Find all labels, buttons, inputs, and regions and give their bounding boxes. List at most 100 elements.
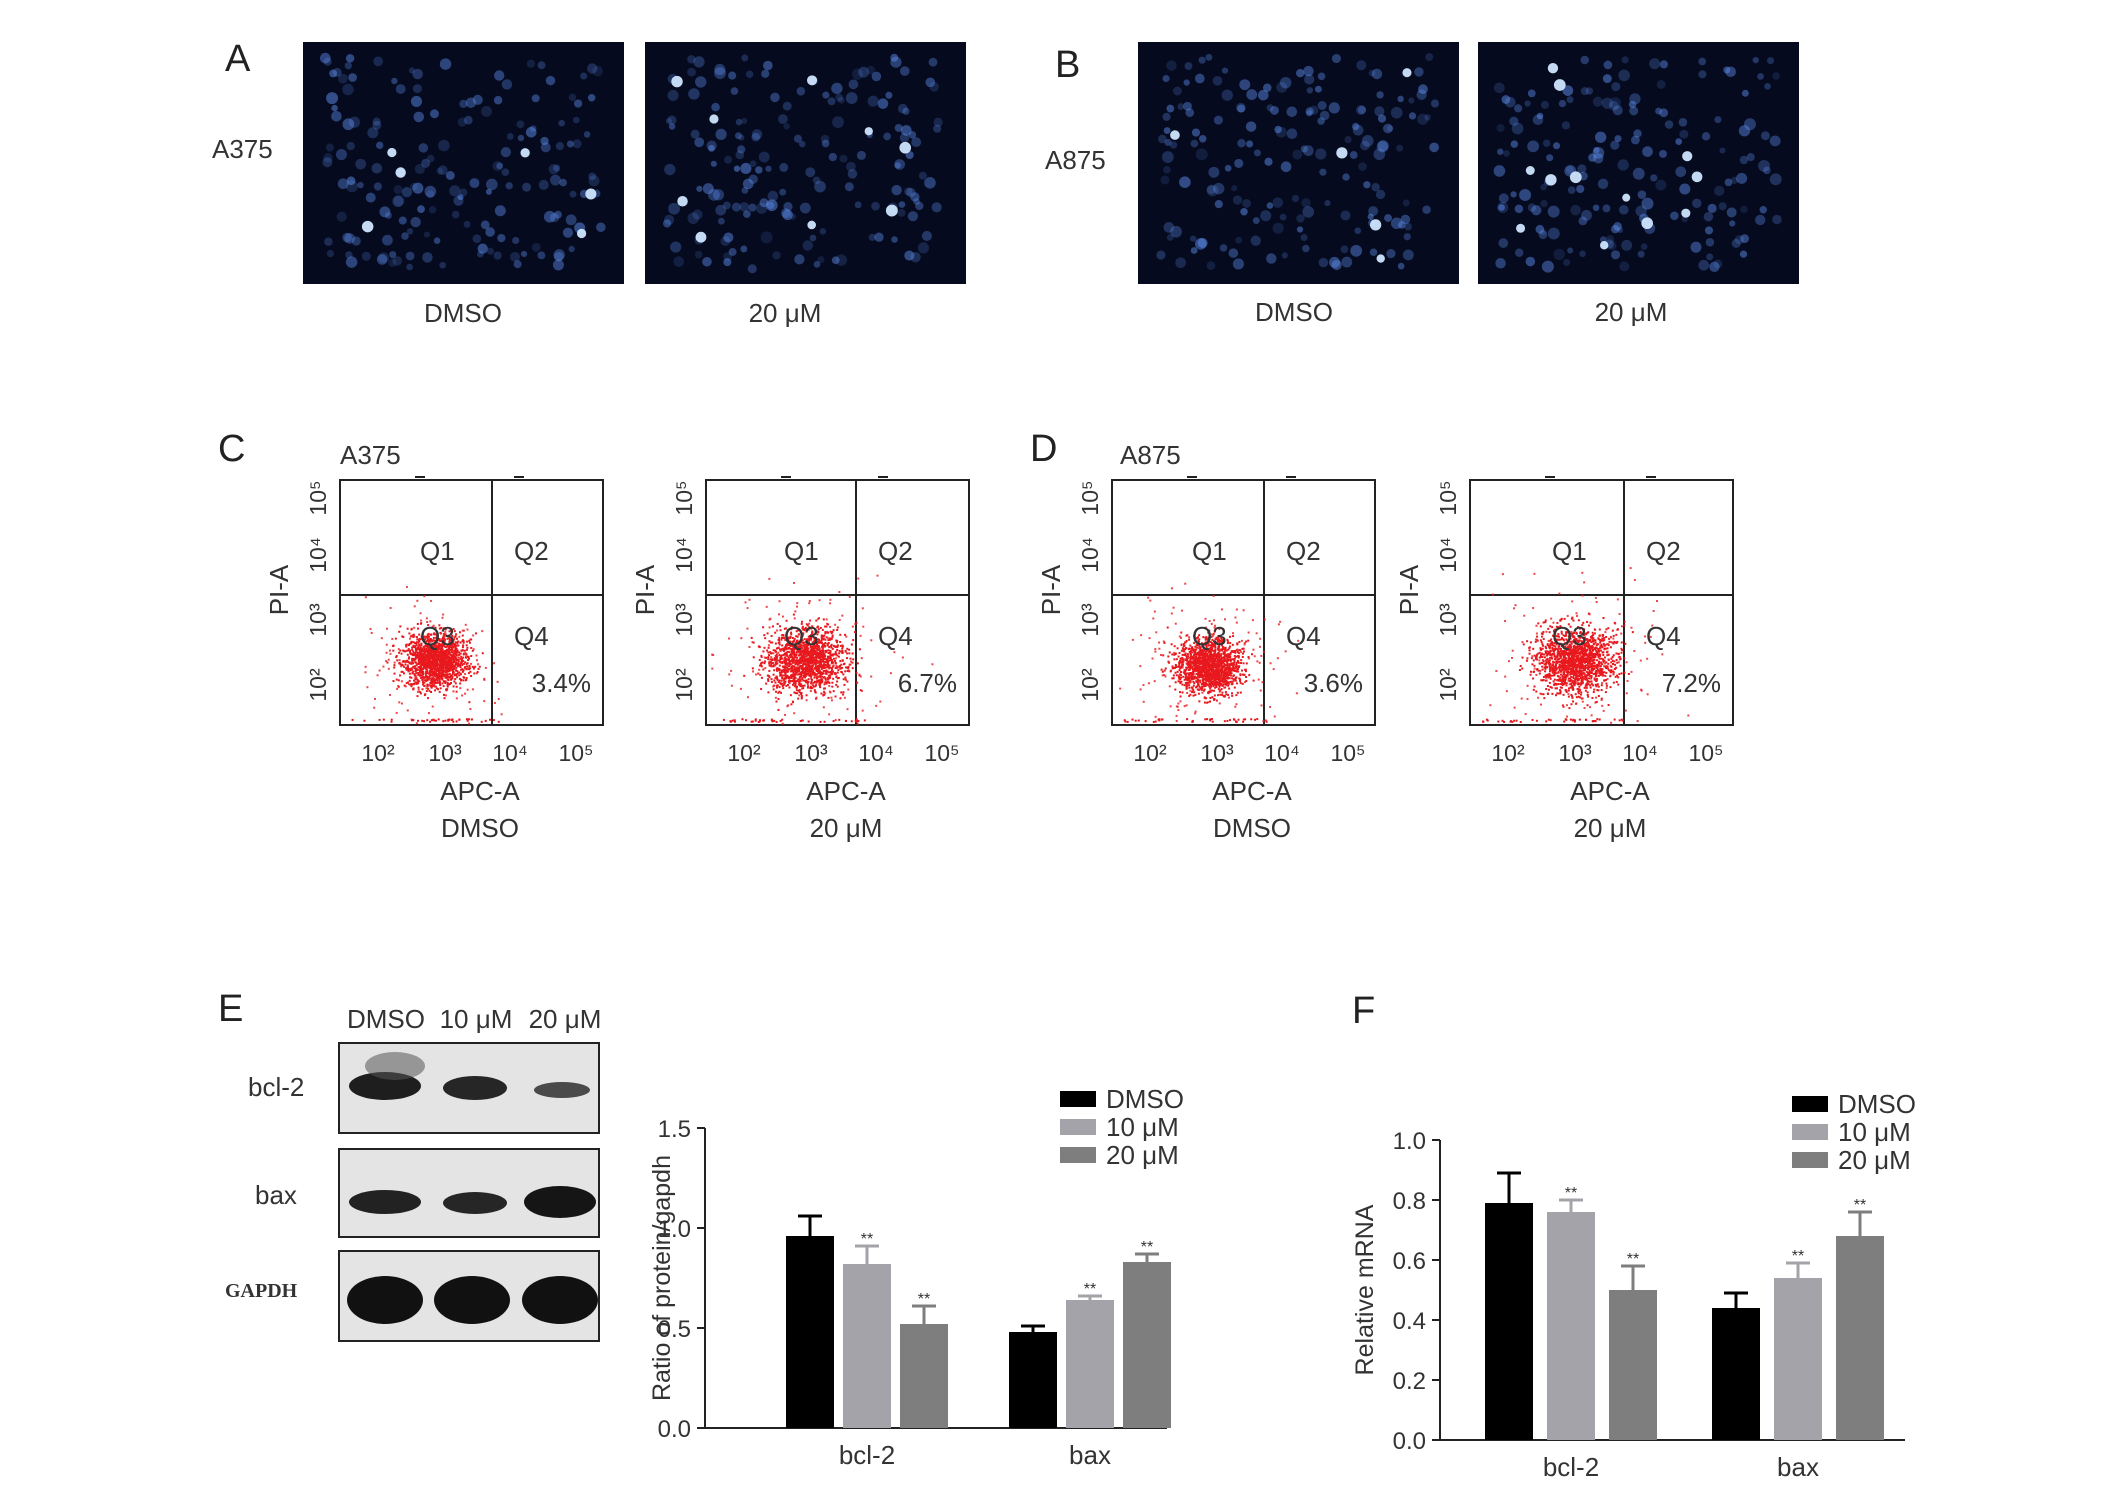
flow-plot-c-dmso [339, 479, 604, 726]
y-axis-label: Ratio of protein/gapdh [648, 1155, 676, 1401]
bar [1712, 1308, 1760, 1440]
significance-mark: ** [1565, 1185, 1577, 1202]
x-tick-label-d-20um: 10⁴ [1622, 740, 1657, 766]
y-tick-label: 0.0 [1393, 1428, 1426, 1455]
legend-swatch [1060, 1119, 1096, 1135]
cell-line-label-b: A875 [1045, 145, 1106, 175]
flow-cytometry-plots: Q1 Q2 Q3 Q4 3.4% 10² 10³ 10⁴ 10⁵ 10² 10³ 10⁴ 10⁵ APC-… [264, 476, 1734, 843]
E-chart: 0.0 0.5 1.0 1.5 Ratio of protein/gapdh ** ** bc… [648, 1084, 1184, 1470]
micrograph-a-dmso [303, 42, 624, 284]
western-blot-bcl2 [338, 1042, 600, 1134]
q4-percent-d-dmso: 3.6% [1304, 668, 1363, 698]
panel-label-e: E [218, 988, 244, 1030]
bar [1609, 1290, 1657, 1440]
quadrant-label-q3-d-20um: Q3 [1552, 621, 1587, 651]
y-tick-label-d-20um: 10⁵ [1435, 480, 1461, 515]
caption-a-dmso: DMSO [424, 298, 502, 328]
y-tick-label-c-20um: 10³ [671, 603, 697, 637]
quadrant-label-q1-d-20um: Q1 [1552, 536, 1587, 566]
cell-line-label-c: A375 [340, 440, 401, 470]
bar [1836, 1236, 1884, 1440]
flow-plot-d-20um [1469, 479, 1734, 726]
flow-plot-c-20um [705, 479, 970, 726]
legend-label: DMSO [1106, 1084, 1184, 1114]
legend-label: 20 μM [1838, 1145, 1911, 1175]
quadrant-label-q3-c-20um: Q3 [784, 621, 819, 651]
y-tick-label-d-dmso: 10³ [1077, 603, 1103, 637]
legend-swatch [1792, 1096, 1828, 1112]
caption-b-dmso: DMSO [1255, 297, 1333, 327]
y-tick-label-c-dmso: 10³ [305, 603, 331, 637]
category-label: bax [1069, 1440, 1111, 1470]
significance-mark: ** [1792, 1248, 1804, 1265]
lane-label-20um: 20 μM [528, 1004, 602, 1034]
quadrant-label-q2-d-dmso: Q2 [1286, 536, 1321, 566]
y-tick-label-c-dmso: 10⁴ [305, 537, 331, 572]
significance-mark: ** [1084, 1281, 1096, 1298]
x-tick-label-d-dmso: 10⁵ [1330, 740, 1365, 766]
legend-swatch [1060, 1091, 1096, 1107]
quadrant-label-q4-d-20um: Q4 [1646, 621, 1681, 651]
y-tick-label: 0.2 [1393, 1368, 1426, 1395]
y-tick-label: 0.0 [658, 1416, 691, 1443]
bar [843, 1264, 891, 1428]
bar [1123, 1262, 1171, 1428]
x-tick-label-d-20um: 10² [1491, 740, 1525, 766]
y-tick-label-c-dmso: 10² [305, 668, 331, 702]
quadrant-label-q4-c-dmso: Q4 [514, 621, 549, 651]
bar [1066, 1300, 1114, 1428]
western-blot-gapdh [338, 1250, 600, 1342]
bar [1009, 1332, 1057, 1428]
y-tick-label: 1.5 [658, 1116, 691, 1143]
y-tick-label-c-dmso: 10⁵ [305, 480, 331, 515]
legend-swatch [1060, 1147, 1096, 1163]
F-chart: 0.0 0.2 0.4 0.6 0.8 1.0 Relative mRNA ** ** bcl-2… [1351, 1089, 1916, 1482]
cell-line-label-a: A375 [212, 134, 273, 164]
band-label-bcl2: bcl-2 [248, 1072, 305, 1102]
x-axis-label-d-20um: APC-A [1570, 776, 1650, 806]
legend-label: 10 μM [1838, 1117, 1911, 1147]
x-tick-label-d-dmso: 10³ [1200, 740, 1234, 766]
quadrant-label-q4-d-dmso: Q4 [1286, 621, 1321, 651]
micrograph-b-dmso [1138, 42, 1459, 284]
legend-swatch [1792, 1124, 1828, 1140]
panel-label-a: A [225, 38, 251, 80]
legend-swatch [1792, 1152, 1828, 1168]
quadrant-label-q1-c-20um: Q1 [784, 536, 819, 566]
y-tick-label-d-20um: 10³ [1435, 603, 1461, 637]
category-label: bcl-2 [839, 1440, 895, 1470]
y-tick-label: 1.0 [658, 1216, 691, 1243]
panel-label-c: C [218, 428, 246, 470]
caption-a-20um: 20 μM [748, 298, 822, 328]
y-tick-label: 0.6 [1393, 1248, 1426, 1275]
bar [1774, 1278, 1822, 1440]
y-tick-label-d-20um: 10⁴ [1435, 537, 1461, 572]
q4-percent-c-dmso: 3.4% [532, 668, 591, 698]
legend-label: 20 μM [1106, 1140, 1179, 1170]
bar [1547, 1212, 1595, 1440]
x-tick-label-d-dmso: 10⁴ [1264, 740, 1299, 766]
western-blot-bax [338, 1148, 600, 1238]
x-tick-label-d-dmso: 10² [1133, 740, 1167, 766]
significance-mark: ** [1627, 1251, 1639, 1268]
quadrant-label-q2-c-dmso: Q2 [514, 536, 549, 566]
x-tick-label-d-20um: 10³ [1558, 740, 1592, 766]
panel-label-f: F [1352, 990, 1376, 1032]
condition-label-d-dmso: DMSO [1213, 813, 1291, 843]
y-axis-label: Relative mRNA [1351, 1204, 1379, 1375]
band-label-bax: bax [255, 1180, 297, 1210]
y-tick-label: 0.4 [1393, 1308, 1426, 1335]
category-label: bax [1777, 1452, 1819, 1482]
bar [786, 1236, 834, 1428]
condition-label-d-20um: 20 μM [1574, 813, 1647, 843]
y-tick-label-c-20um: 10⁵ [671, 480, 697, 515]
significance-mark: ** [1141, 1239, 1153, 1256]
y-tick-label-d-dmso: 10⁵ [1077, 480, 1103, 515]
caption-b-20um: 20 μM [1594, 297, 1668, 327]
legend-label: DMSO [1838, 1089, 1916, 1119]
flow-plot-d-dmso [1111, 479, 1376, 726]
x-tick-label-c-20um: 10⁵ [924, 740, 959, 766]
y-axis-label-d-dmso: PI-A [1036, 564, 1066, 615]
cell-line-label-d: A875 [1120, 440, 1181, 470]
lane-label-dmso: DMSO [347, 1004, 425, 1034]
